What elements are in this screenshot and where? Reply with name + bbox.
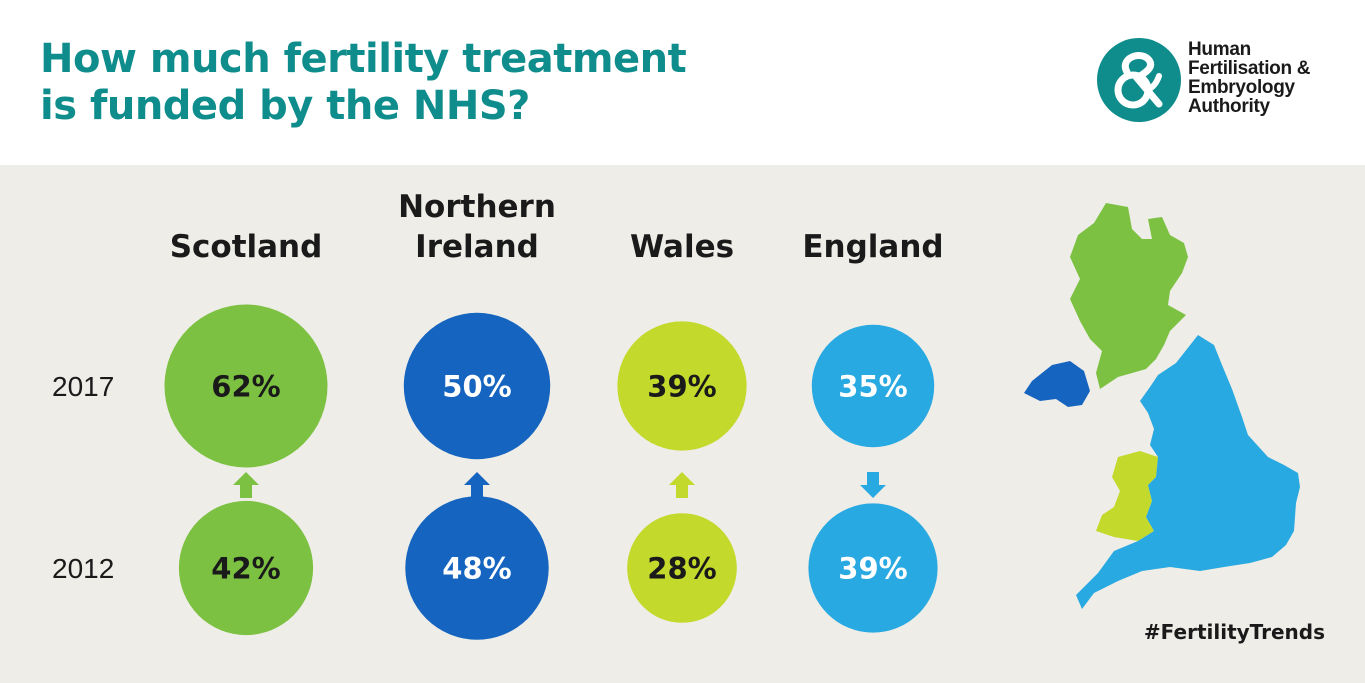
logo-text-line-3: Embryology [1188, 77, 1295, 98]
category-label-northern-ireland: Ireland [415, 229, 539, 265]
value-label-northern-ireland-2017: 50% [442, 369, 511, 403]
category-label-wales: Wales [630, 229, 734, 265]
bubble-wales-2017 [617, 321, 747, 451]
map-northern-ireland [1024, 361, 1090, 407]
header: How much fertility treatment is funded b… [0, 0, 1365, 165]
logo-text-line-1: Human [1188, 39, 1251, 60]
map-scotland [1070, 203, 1188, 389]
bubble-england-2017 [811, 324, 935, 448]
category-label-northern-ireland: Northern [398, 189, 556, 225]
ampersand-logo-icon [1097, 38, 1181, 122]
year-label-2012: 2012 [52, 553, 114, 584]
value-label-england-2012: 39% [838, 551, 907, 585]
value-label-scotland-2017: 62% [211, 369, 280, 403]
value-label-wales-2012: 28% [647, 551, 716, 585]
logo-text: Human Fertilisation & Embryology Authori… [1188, 40, 1310, 116]
hashtag-label: #FertilityTrends [1143, 620, 1325, 644]
value-label-scotland-2012: 42% [211, 551, 280, 585]
category-label-scotland: Scotland [170, 229, 323, 265]
arrow-up-icon [464, 472, 490, 498]
value-label-wales-2017: 39% [647, 369, 716, 403]
arrow-up-icon [233, 472, 259, 498]
map-england [1076, 335, 1300, 609]
year-label-2017: 2017 [52, 371, 114, 402]
title-line-2: is funded by the NHS? [40, 83, 530, 129]
value-label-england-2017: 35% [838, 369, 907, 403]
arrow-down-icon [860, 472, 886, 498]
bubble-scotland-2012 [178, 500, 314, 636]
map-wales [1096, 451, 1158, 541]
page-title: How much fertility treatment is funded b… [40, 36, 687, 130]
bubble-northern-ireland-2012 [405, 496, 549, 640]
logo-text-line-4: Authority [1188, 96, 1270, 117]
bubble-england-2012 [808, 503, 938, 633]
category-label-england: England [802, 229, 943, 265]
bubble-northern-ireland-2017 [403, 312, 551, 460]
value-label-northern-ireland-2012: 48% [442, 551, 511, 585]
bubble-scotland-2017 [164, 304, 328, 468]
arrow-up-icon [669, 472, 695, 498]
title-line-1: How much fertility treatment [40, 36, 687, 82]
bubble-chart: Scotland Northern Ireland Wales England 2017 2… [52, 189, 944, 640]
uk-map-icon [1024, 203, 1300, 609]
logo-text-line-2: Fertilisation & [1188, 58, 1311, 79]
bubble-wales-2012 [627, 513, 737, 623]
